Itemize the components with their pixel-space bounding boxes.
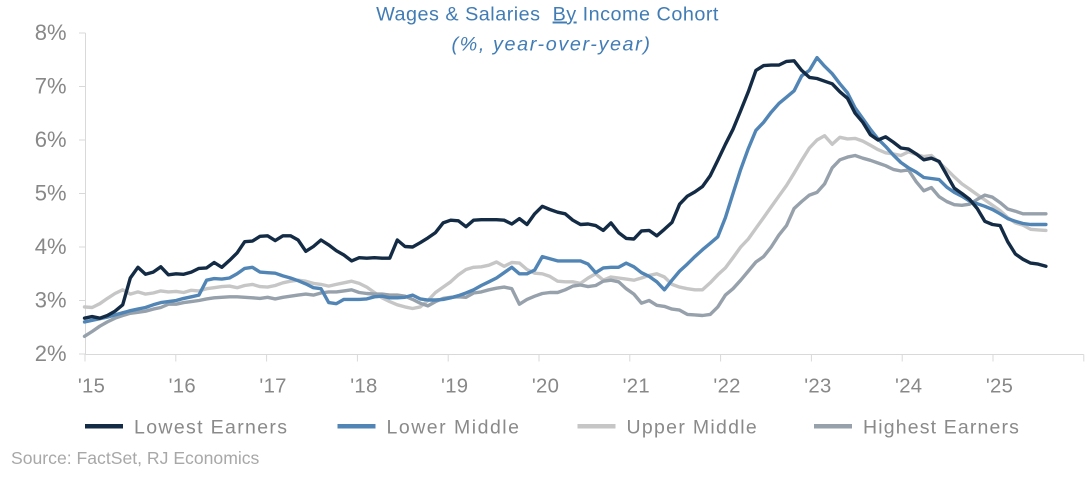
svg-text:Wages & Salaries By Income Co: Wages & Salaries By Income Cohort — [376, 4, 719, 26]
svg-text:8%: 8% — [35, 20, 67, 45]
svg-text:Source: FactSet, RJ Economics: Source: FactSet, RJ Economics — [11, 448, 260, 468]
svg-text:'19: '19 — [441, 376, 468, 398]
svg-text:'15: '15 — [78, 376, 105, 398]
svg-text:2%: 2% — [35, 341, 67, 366]
svg-text:Highest Earners: Highest Earners — [863, 417, 1020, 439]
svg-text:5%: 5% — [35, 181, 67, 206]
svg-text:7%: 7% — [35, 74, 67, 99]
svg-text:'23: '23 — [804, 376, 831, 398]
svg-text:'18: '18 — [350, 376, 377, 398]
svg-text:'17: '17 — [259, 376, 286, 398]
svg-text:'16: '16 — [169, 376, 196, 398]
svg-text:Lowest Earners: Lowest Earners — [134, 417, 288, 439]
svg-text:3%: 3% — [35, 288, 67, 313]
svg-text:'21: '21 — [623, 376, 650, 398]
svg-text:'20: '20 — [532, 376, 559, 398]
svg-text:'25: '25 — [986, 376, 1013, 398]
svg-text:'24: '24 — [895, 376, 922, 398]
svg-text:'22: '22 — [713, 376, 740, 398]
svg-text:6%: 6% — [35, 127, 67, 152]
svg-text:4%: 4% — [35, 234, 67, 259]
svg-text:Lower Middle: Lower Middle — [387, 417, 521, 439]
svg-text:Upper Middle: Upper Middle — [627, 417, 759, 439]
svg-text:(%, year-over-year): (%, year-over-year) — [451, 34, 651, 56]
